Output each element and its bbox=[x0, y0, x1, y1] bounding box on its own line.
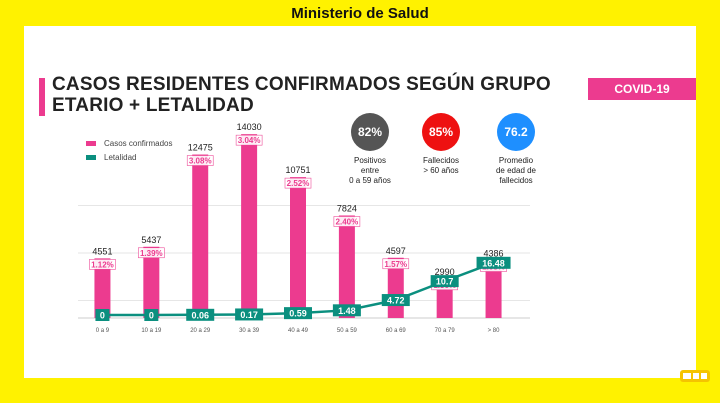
stat-fallecidos-circle: 85% bbox=[422, 113, 460, 151]
letalidad-point-1 bbox=[144, 309, 159, 321]
x-tick-label-0: 0 a 9 bbox=[96, 328, 110, 334]
bar-0 bbox=[94, 258, 111, 318]
x-tick-label-1: 10 a 19 bbox=[141, 328, 162, 334]
stat-promedio: 76.2 Promedio de edad de fallecidos bbox=[480, 113, 552, 186]
slide-title: CASOS RESIDENTES CONFIRMADOS SEGÚN GRUPO… bbox=[52, 74, 572, 116]
bar-5 bbox=[338, 215, 355, 318]
stat-positivos-text: Positivos entre 0 a 59 años bbox=[349, 156, 391, 185]
percent-label-box-5 bbox=[333, 216, 361, 227]
covid-badge: COVID-19 bbox=[588, 78, 696, 100]
letalidad-point-8 bbox=[476, 256, 511, 269]
bar-value-label-2: 12475 bbox=[188, 143, 213, 153]
stat-fallecidos: 85% Fallecidos > 60 años bbox=[406, 113, 476, 176]
x-tick-label-2: 20 a 29 bbox=[190, 328, 211, 334]
bar-value-label-5: 7824 bbox=[337, 203, 357, 213]
percent-label-box-0 bbox=[89, 259, 116, 270]
percent-label-3: 3.04% bbox=[238, 136, 261, 145]
letalidad-label-1: 0 bbox=[149, 311, 154, 321]
x-tick-label-4: 40 a 49 bbox=[288, 328, 309, 334]
letalidad-label-8: 16.48 bbox=[482, 258, 505, 268]
bar-1 bbox=[143, 246, 160, 318]
channel-logo-icon bbox=[680, 370, 710, 382]
ministry-header: Ministerio de Salud bbox=[291, 4, 429, 22]
x-tick-label-8: > 80 bbox=[488, 328, 501, 334]
percent-label-6: 1.57% bbox=[384, 260, 407, 269]
stat-fallecidos-text: Fallecidos > 60 años bbox=[422, 156, 459, 175]
percent-label-0: 1.12% bbox=[91, 260, 114, 269]
letalidad-point-2 bbox=[186, 308, 215, 321]
letalidad-point-4 bbox=[284, 307, 312, 320]
stat-promedio-circle: 76.2 bbox=[497, 113, 535, 151]
age-group-chart: 4551 1.12% 0 a 9 5437 1.39% 10 a 19 12475 3.08%… bbox=[78, 122, 530, 334]
letalidad-label-5: 1.48 bbox=[338, 306, 356, 316]
letalidad-point-6 bbox=[381, 294, 410, 307]
letalidad-point-7 bbox=[430, 275, 459, 288]
percent-label-box-6 bbox=[382, 258, 410, 270]
bar-8 bbox=[485, 260, 502, 318]
percent-label-2: 3.08% bbox=[189, 157, 212, 166]
bar-4 bbox=[290, 177, 306, 318]
legend-swatch-casos bbox=[86, 140, 96, 146]
legend-item-letalidad: Letalidad bbox=[86, 150, 172, 164]
legend-item-casos: Casos confirmados bbox=[86, 136, 172, 150]
stat-positivos-circle: 82% bbox=[351, 113, 389, 151]
bar-value-label-3: 14030 bbox=[237, 122, 262, 132]
letalidad-label-4: 0.59 bbox=[289, 309, 307, 319]
percent-label-box-2 bbox=[186, 155, 214, 166]
bar-value-label-1: 5437 bbox=[141, 235, 161, 245]
chart-legend: Casos confirmados Letalidad bbox=[86, 136, 172, 164]
title-accent-bar bbox=[39, 78, 45, 116]
x-tick-label-5: 50 a 59 bbox=[337, 328, 358, 334]
legend-label-casos: Casos confirmados bbox=[104, 138, 173, 148]
x-tick-label-3: 30 a 39 bbox=[239, 328, 260, 334]
bar-value-label-0: 4551 bbox=[92, 246, 112, 256]
legend-label-letalidad: Letalidad bbox=[104, 152, 137, 162]
bar-3 bbox=[241, 134, 258, 318]
percent-label-box-3 bbox=[235, 134, 263, 146]
letalidad-label-7: 10.7 bbox=[436, 277, 454, 287]
percent-label-1: 1.39% bbox=[140, 249, 163, 258]
letalidad-point-5 bbox=[332, 304, 361, 317]
stat-promedio-text: Promedio de edad de fallecidos bbox=[495, 156, 537, 185]
percent-label-5: 2.40% bbox=[336, 217, 359, 226]
x-tick-label-7: 70 a 79 bbox=[435, 328, 456, 334]
letalidad-label-0: 0 bbox=[100, 311, 105, 321]
bar-value-label-7: 2990 bbox=[435, 267, 455, 277]
percent-label-box-4 bbox=[284, 177, 312, 189]
letalidad-point-3 bbox=[235, 308, 264, 321]
slide-title-line1: CASOS RESIDENTES CONFIRMADOS SEGÚN GRUPO bbox=[52, 74, 551, 95]
bar-value-label-4: 10751 bbox=[285, 165, 310, 175]
letalidad-point-0 bbox=[95, 309, 110, 321]
letalidad-label-3: 0.17 bbox=[240, 310, 258, 320]
bar-value-label-6: 4597 bbox=[386, 246, 406, 256]
slide-panel: CASOS RESIDENTES CONFIRMADOS SEGÚN GRUPO… bbox=[24, 26, 696, 378]
letalidad-label-6: 4.72 bbox=[387, 296, 405, 306]
bar-2 bbox=[192, 154, 209, 318]
legend-swatch-letalidad bbox=[86, 154, 96, 160]
bar-value-label-8: 4386 bbox=[484, 249, 504, 259]
slide-title-line2: ETARIO + LETALIDAD bbox=[52, 95, 254, 116]
letalidad-label-2: 0.06 bbox=[191, 310, 209, 320]
percent-label-4: 2.52% bbox=[287, 179, 310, 188]
stat-positivos: 82% Positivos entre 0 a 59 años bbox=[340, 113, 400, 186]
percent-label-box-1 bbox=[138, 247, 165, 259]
x-tick-label-6: 60 a 69 bbox=[386, 328, 407, 334]
